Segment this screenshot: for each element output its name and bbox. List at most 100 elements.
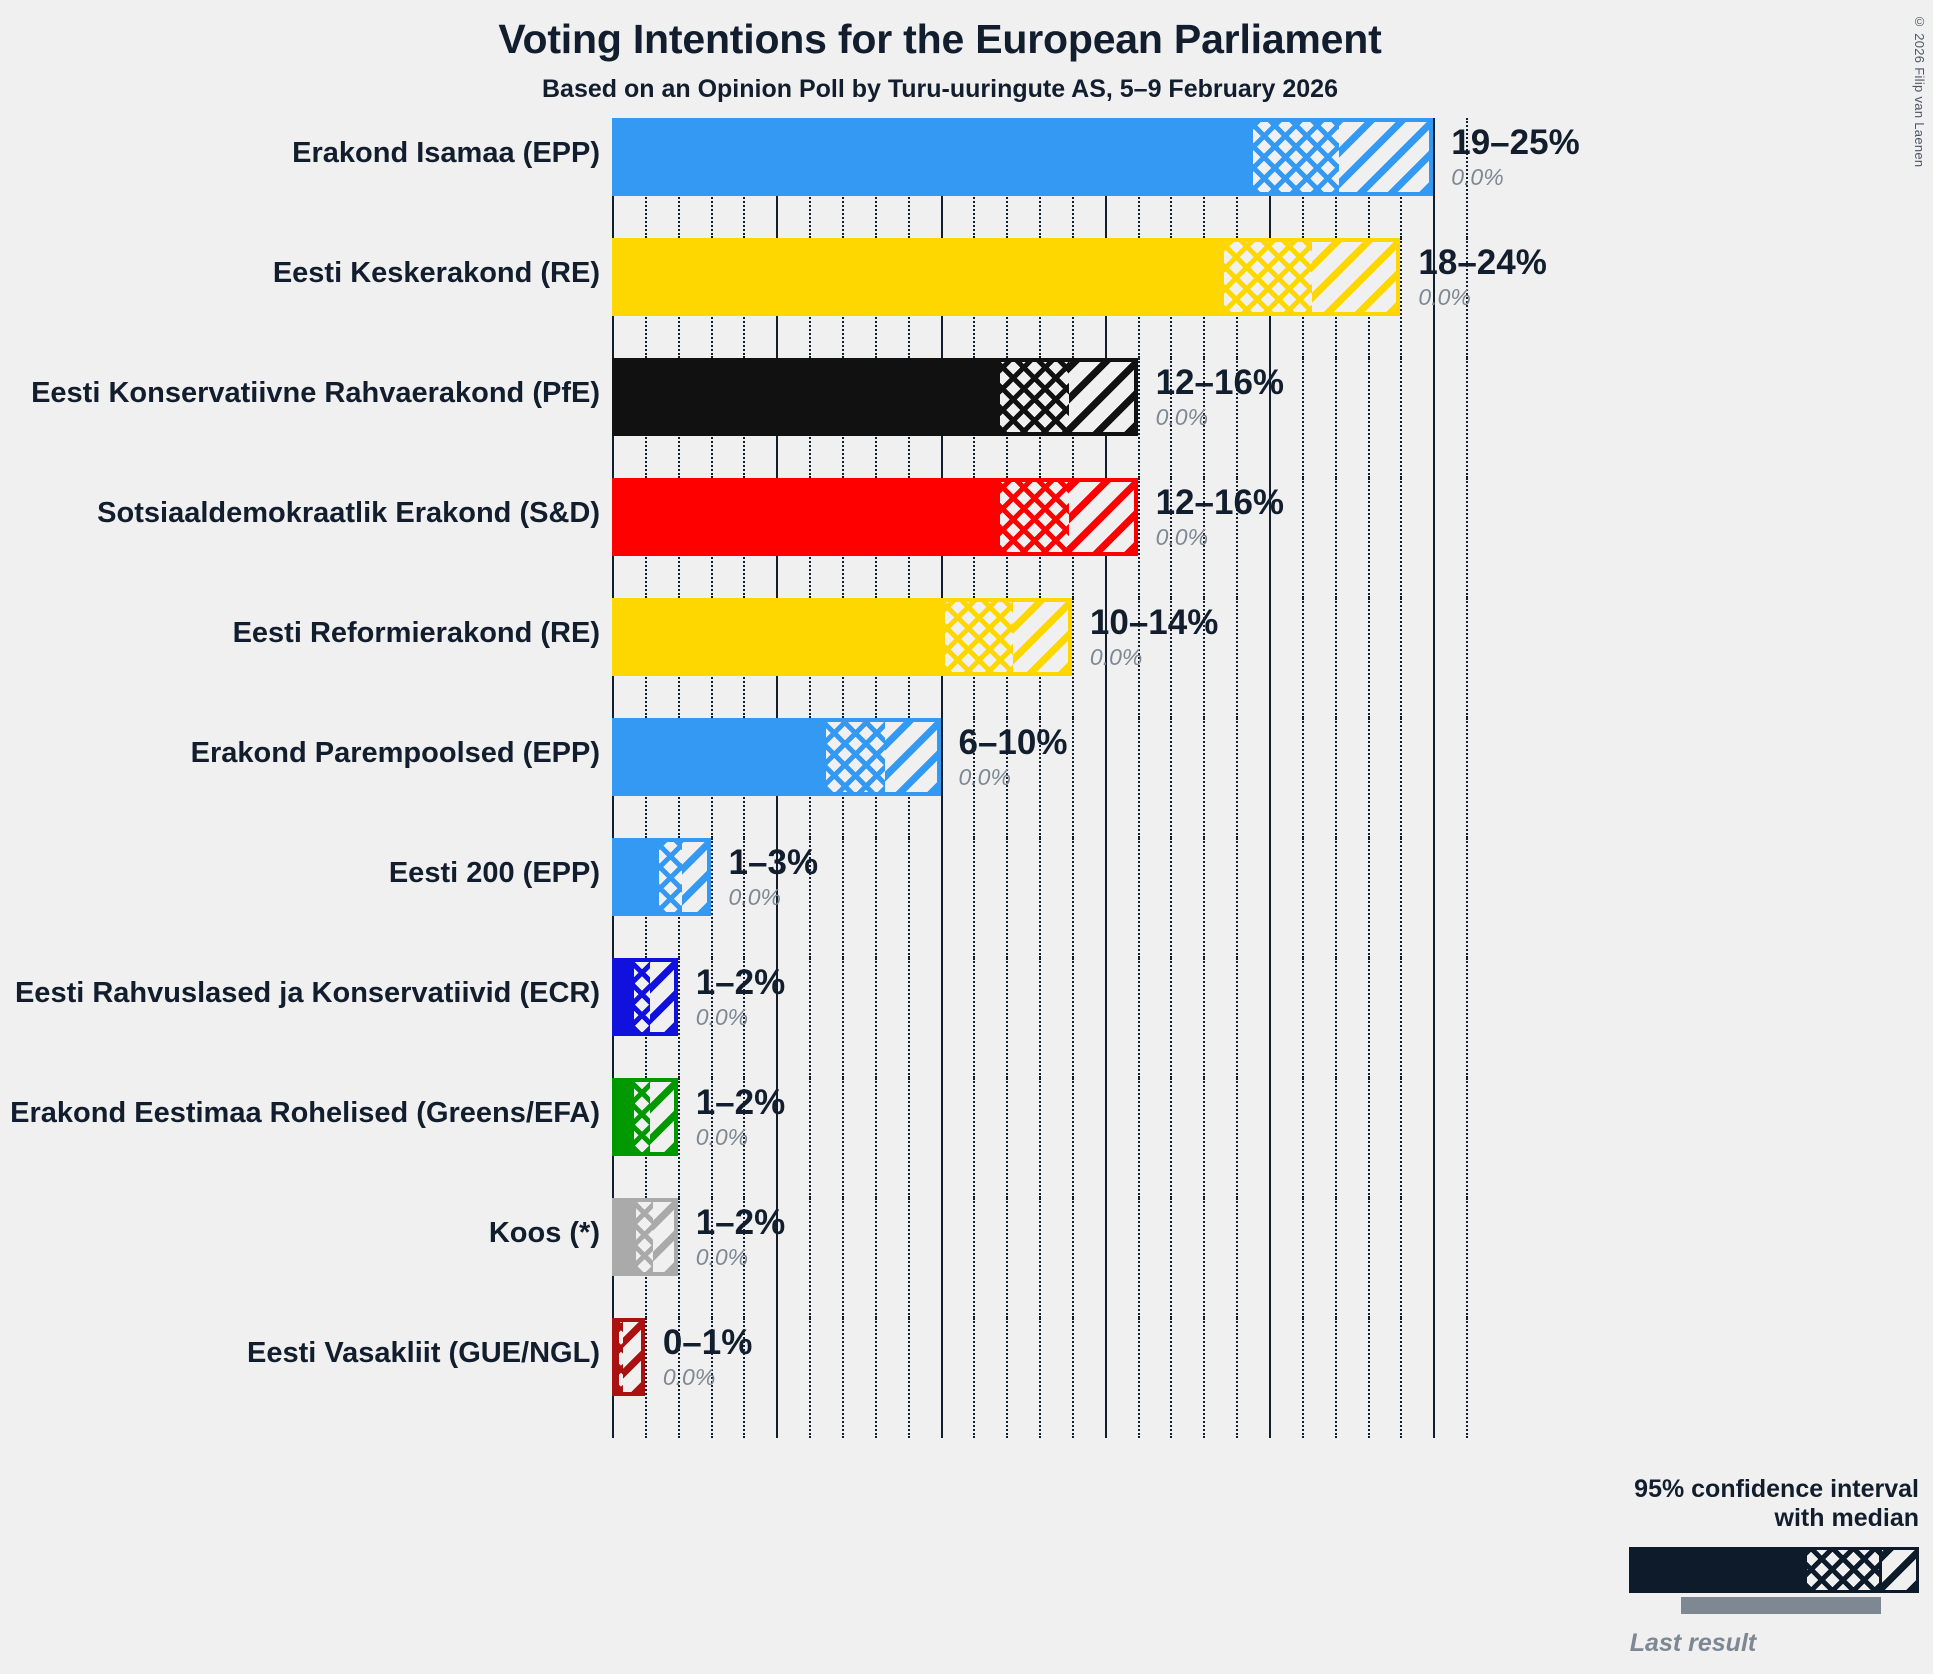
- party-label: Eesti Rahvuslased ja Konservatiivid (ECR…: [14, 977, 600, 1009]
- ci-bar[interactable]: [612, 838, 711, 916]
- gridline-minor: [973, 1078, 976, 1198]
- legend-ci-bar: [1629, 1547, 1919, 1593]
- last-result-value: 0.0%: [1155, 404, 1209, 430]
- gridline-minor: [1301, 358, 1304, 478]
- ci-crosshatch-segment: [1000, 482, 1070, 552]
- gridline-minor: [1006, 1198, 1009, 1318]
- value-labels: 1–3% 0.0%: [729, 845, 819, 909]
- gridline-major: [940, 718, 943, 838]
- legend-line-2: with median: [1774, 1503, 1919, 1532]
- gridline-minor: [1400, 358, 1403, 478]
- ci-hatch-segment: [1312, 242, 1397, 312]
- gridline-minor: [809, 1198, 812, 1318]
- ci-solid-segment: [616, 962, 635, 1032]
- ci-bar[interactable]: [612, 478, 1138, 556]
- gridline-major: [940, 1198, 943, 1318]
- gridline-minor: [1236, 358, 1239, 478]
- gridline-minor: [1039, 958, 1042, 1078]
- gridline-minor: [1071, 598, 1074, 718]
- gridline-minor: [1006, 1078, 1009, 1198]
- party-label: Koos (*): [488, 1217, 600, 1249]
- ci-bar[interactable]: [612, 1318, 645, 1396]
- gridline-minor: [1400, 958, 1403, 1078]
- gridline-minor: [1170, 958, 1173, 1078]
- gridline-minor: [1006, 838, 1009, 958]
- ci-crosshatch-segment: [826, 722, 886, 792]
- chart-row: Eesti Rahvuslased ja Konservatiivid (ECR…: [0, 958, 1933, 1078]
- chart-row: Eesti Vasakliit (GUE/NGL) 0–1% 0.0%: [0, 1318, 1933, 1438]
- gridline-minor: [1137, 598, 1140, 718]
- gridline-minor: [1367, 1318, 1370, 1438]
- legend-crosshatch-segment: [1807, 1550, 1879, 1590]
- gridline-minor: [1236, 1198, 1239, 1318]
- gridline-minor: [1301, 478, 1304, 598]
- ci-bar[interactable]: [612, 118, 1434, 196]
- last-result-value: 0.0%: [662, 1364, 716, 1390]
- gridline-major: [940, 838, 943, 958]
- gridline-minor: [1203, 958, 1206, 1078]
- ci-solid-segment: [616, 482, 1001, 552]
- gridline-minor: [1301, 598, 1304, 718]
- gridline-minor: [907, 958, 910, 1078]
- ci-bar[interactable]: [612, 718, 941, 796]
- gridline-minor: [1071, 1198, 1074, 1318]
- ci-crosshatch-segment: [1253, 122, 1339, 192]
- gridline-major: [1433, 358, 1436, 478]
- gridline-minor: [1367, 718, 1370, 838]
- gridline-minor: [1203, 718, 1206, 838]
- value-range-label: 10–14%: [1089, 603, 1219, 642]
- gridline-minor: [809, 1318, 812, 1438]
- ci-solid-segment: [616, 1082, 635, 1152]
- gridline-minor: [644, 1318, 647, 1438]
- value-range-label: 1–2%: [695, 1203, 786, 1242]
- ci-bar[interactable]: [612, 358, 1138, 436]
- gridline-minor: [1170, 1078, 1173, 1198]
- value-range-label: 6–10%: [958, 723, 1068, 762]
- gridline-minor: [973, 1198, 976, 1318]
- chart-row: Koos (*) 1–2% 0.0%: [0, 1198, 1933, 1318]
- gridline-minor: [710, 838, 713, 958]
- gridline-minor: [1334, 1078, 1337, 1198]
- gridline-minor: [1137, 718, 1140, 838]
- gridline-major: [1269, 1198, 1271, 1318]
- ci-bar[interactable]: [612, 958, 678, 1036]
- gridlines: [0, 1078, 1933, 1198]
- party-label: Erakond Isamaa (EPP): [292, 137, 600, 169]
- legend-hatch-segment: [1882, 1550, 1916, 1590]
- gridline-minor: [1301, 1318, 1304, 1438]
- chart-legend: 95% confidence interval with median Last…: [1519, 1475, 1919, 1659]
- ci-crosshatch-segment: [618, 1322, 624, 1392]
- gridline-minor: [1236, 598, 1239, 718]
- gridline-minor: [1203, 1198, 1206, 1318]
- gridline-major: [776, 1318, 779, 1438]
- ci-hatch-segment: [1069, 482, 1134, 552]
- page-title: Voting Intentions for the European Parli…: [498, 16, 1382, 62]
- gridline-minor: [1334, 838, 1337, 958]
- ci-solid-segment: [616, 842, 659, 912]
- ci-bar[interactable]: [612, 598, 1072, 676]
- gridline-major: [1433, 1318, 1436, 1438]
- gridline-major: [1433, 838, 1436, 958]
- value-labels: 18–24% 0.0%: [1418, 245, 1546, 309]
- gridline-major: [1269, 958, 1271, 1078]
- ci-bar[interactable]: [612, 1078, 678, 1156]
- ci-bar[interactable]: [612, 238, 1401, 316]
- gridline-minor: [841, 838, 844, 958]
- gridline-minor: [1400, 1198, 1403, 1318]
- ci-hatch-segment: [681, 842, 707, 912]
- gridline-minor: [1466, 1078, 1469, 1198]
- gridline-minor: [973, 1318, 976, 1438]
- gridline-major: [776, 958, 779, 1078]
- value-labels: 1–2% 0.0%: [696, 965, 786, 1029]
- ci-crosshatch-segment: [1000, 362, 1070, 432]
- gridline-major: [1269, 598, 1271, 718]
- gridline-major: [1433, 478, 1436, 598]
- gridline-minor: [1334, 478, 1337, 598]
- gridline-minor: [677, 958, 680, 1078]
- gridline-major: [1104, 838, 1107, 958]
- gridline-minor: [1400, 598, 1403, 718]
- gridline-major: [1433, 598, 1436, 718]
- ci-hatch-segment: [1338, 122, 1430, 192]
- ci-bar[interactable]: [612, 1198, 678, 1276]
- gridline-minor: [1334, 1318, 1337, 1438]
